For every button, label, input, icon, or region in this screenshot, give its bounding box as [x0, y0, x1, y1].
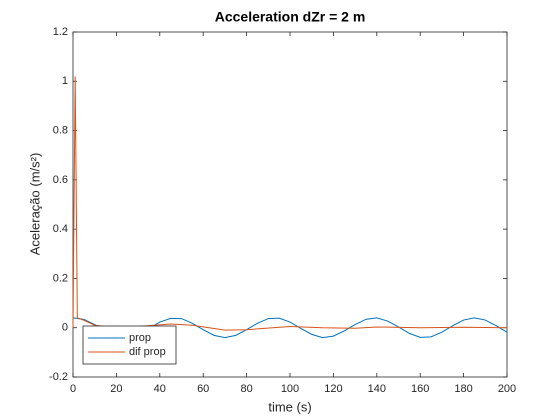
legend-box	[82, 325, 177, 365]
y-tick-label: 0	[62, 322, 68, 334]
x-tick-label: 100	[281, 383, 299, 395]
legend-label: prop	[129, 332, 151, 344]
x-tick-label: 140	[368, 383, 386, 395]
x-tick-label: 60	[197, 383, 209, 395]
x-tick-label: 200	[498, 383, 516, 395]
legend: prop dif prop	[82, 325, 177, 365]
x-tick-label: 0	[70, 383, 76, 395]
x-tick-label: 40	[154, 383, 166, 395]
y-tick-label: 0.4	[53, 223, 68, 235]
y-tick-label: 0.8	[53, 124, 68, 136]
y-tick-label: 0.2	[53, 272, 68, 284]
x-tick-label: 20	[110, 383, 122, 395]
x-axis-label: time (s)	[268, 399, 311, 414]
y-axis-label: Aceleração (m/s²)	[27, 153, 42, 256]
x-tick-label: 180	[454, 383, 472, 395]
plot-area	[72, 31, 508, 378]
chart-title: Acceleration dZr = 2 m	[215, 9, 366, 25]
series-line	[72, 76, 508, 331]
x-tick-label: 80	[240, 383, 252, 395]
y-tick-label: 0.6	[53, 174, 68, 186]
legend-label: dif prop	[129, 346, 166, 358]
x-tick-label: 160	[411, 383, 429, 395]
y-tick-label: 1	[62, 75, 68, 87]
y-tick-label: 1.2	[53, 26, 68, 38]
y-tick-label: -0.2	[49, 371, 68, 383]
x-tick-label: 120	[324, 383, 342, 395]
